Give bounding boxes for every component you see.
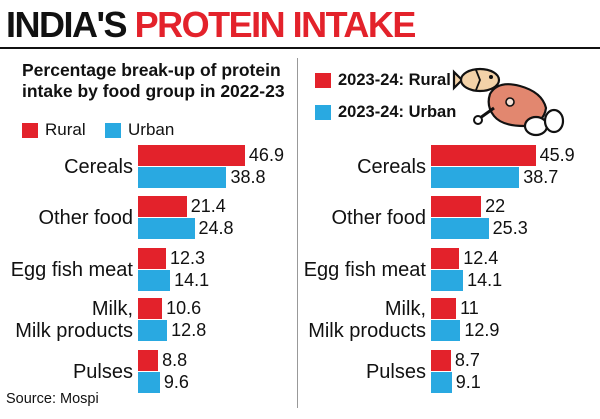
bar [431,372,452,393]
data-label: 12.9 [464,320,500,340]
bar [138,145,245,166]
left-legend-urban: Urban [105,120,174,140]
category-label: Cereals [64,155,133,178]
bar [138,248,167,269]
source-note: Source: Mospi [6,391,99,407]
bar [138,167,227,188]
bar [431,248,460,269]
bar [138,218,195,239]
data-label: 45.9 [539,145,575,165]
panel-divider [297,58,298,408]
data-label: 25.3 [492,218,528,238]
data-label: 38.7 [523,167,559,187]
food-illustration [450,58,565,138]
data-label: 12.8 [171,320,207,340]
data-label: 12.3 [170,248,206,268]
data-label: 21.4 [190,196,226,216]
bar [431,270,464,291]
data-label: 8.7 [454,350,480,370]
left-legend-rural: Rural [22,120,86,140]
data-label: 14.1 [467,270,503,290]
category-label: Cereals [357,155,426,178]
data-label: 24.8 [198,218,234,238]
data-label: 8.8 [162,350,188,370]
data-label: 38.8 [230,167,266,187]
data-label: 9.1 [455,372,481,392]
egg-icon [523,108,565,137]
data-label: 22 [485,196,506,216]
bar [138,372,160,393]
category-label: Milk, Milk products [308,297,426,342]
right-legend-urban-label: 2023-24: Urban [338,103,457,121]
bar [431,298,457,319]
data-label: 46.9 [248,145,284,165]
category-label: Milk, Milk products [15,297,133,342]
bar [138,270,171,291]
fish-icon [452,67,501,93]
data-label: 10.6 [166,298,202,318]
title-part-2: PROTEIN INTAKE [134,4,417,45]
bar [431,167,520,188]
rural-swatch [22,122,38,138]
category-label: Other food [38,206,133,229]
title-part-1: INDIA'S [6,4,135,45]
bar [431,218,489,239]
category-label: Pulses [365,360,426,383]
data-label: 12.4 [463,248,499,268]
left-chart-title: Percentage break-up of protein intake by… [22,60,285,101]
category-label: Egg fish meat [303,258,426,281]
header: INDIA'S PROTEIN INTAKE [0,0,600,49]
page-title: INDIA'S PROTEIN INTAKE [6,4,417,46]
rural-swatch [315,73,331,88]
bar [138,350,159,371]
bar [138,196,187,217]
right-legend-rural-label: 2023-24: Rural [338,71,451,89]
category-label: Egg fish meat [10,258,133,281]
title-rule [0,47,600,49]
bar [138,298,163,319]
meat-icon [473,83,548,128]
right-legend-urban: 2023-24: Urban [315,103,456,122]
urban-swatch [315,105,331,120]
category-label: Other food [331,206,426,229]
data-label: 11 [460,298,479,318]
urban-swatch [105,122,121,138]
data-label: 9.6 [163,372,189,392]
bar [431,196,482,217]
data-label: 14.1 [174,270,210,290]
bar [431,320,461,341]
left-legend-urban-label: Urban [128,120,175,139]
category-label: Pulses [72,360,133,383]
left-legend-rural-label: Rural [45,120,86,139]
right-legend-rural: 2023-24: Rural [315,71,451,90]
bar [138,320,168,341]
bar [431,350,451,371]
bar [431,145,536,166]
